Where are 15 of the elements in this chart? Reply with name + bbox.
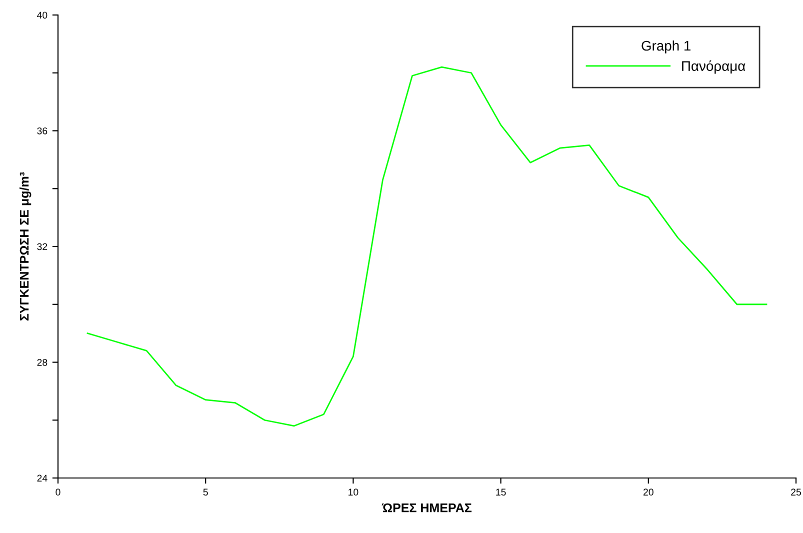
text: Πανόραμα <box>682 60 746 74</box>
x-tick-label: 20 <box>643 488 654 496</box>
y-axis-title: ΣΥΓΚΕΝΤΡΩΣΗ ΣΕ μg/m³ <box>20 172 32 320</box>
x-tick-label: 15 <box>496 488 506 496</box>
y-tick-label: 40 <box>36 12 48 19</box>
y-tick-label: 28 <box>37 358 48 366</box>
y-tick-label: 36 <box>37 127 48 134</box>
x-tick-label: 25 <box>791 488 801 496</box>
x-tick-label: 0 <box>56 488 60 496</box>
x-axis-title: ΏΡΕΣ ΗΜΕΡΑΣ <box>382 503 472 512</box>
x-tick-label: 10 <box>348 488 358 496</box>
y-tick-label: 24 <box>37 474 48 482</box>
legend-title: Graph 1 <box>642 40 690 54</box>
x-tick-label: 5 <box>203 488 208 496</box>
y-tick-label: 32 <box>37 243 48 250</box>
